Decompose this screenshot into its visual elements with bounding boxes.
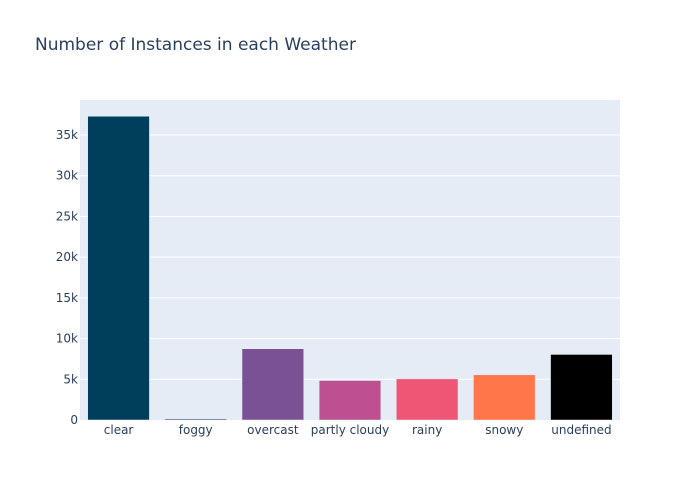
- y-tick-label: 25k: [56, 209, 78, 223]
- x-tick-label: snowy: [485, 423, 523, 437]
- bar-snowy[interactable]: [473, 374, 536, 421]
- y-tick-label: 20k: [56, 250, 78, 264]
- y-tick-label: 0: [70, 413, 78, 427]
- x-tick-label: rainy: [412, 423, 442, 437]
- y-tick-label: 35k: [56, 128, 78, 142]
- x-tick-label: clear: [104, 423, 134, 437]
- y-tick-label: 15k: [56, 291, 78, 305]
- bar-clear[interactable]: [87, 116, 150, 421]
- chart-title: Number of Instances in each Weather: [35, 35, 356, 55]
- x-tick-label: overcast: [247, 423, 299, 437]
- bar-rainy[interactable]: [396, 378, 459, 421]
- bar-partly-cloudy[interactable]: [318, 380, 382, 421]
- plot-area: [80, 100, 620, 420]
- y-tick-label: 30k: [56, 169, 78, 183]
- y-tick-label: 10k: [56, 332, 78, 346]
- y-axis-ticks: 0 5k 10k 15k 20k 25k 30k 35k: [56, 128, 78, 427]
- x-tick-label: partly cloudy: [311, 423, 389, 437]
- bar-foggy[interactable]: [164, 418, 227, 421]
- gridlines: [80, 134, 620, 380]
- x-tick-label: foggy: [179, 423, 213, 437]
- x-tick-label: undefined: [551, 423, 611, 437]
- bar-overcast[interactable]: [241, 348, 304, 421]
- x-axis-ticks: clear foggy overcast partly cloudy rainy snow…: [104, 423, 612, 437]
- bar-undefined[interactable]: [550, 354, 613, 421]
- bars: [87, 116, 613, 421]
- y-tick-label: 5k: [63, 372, 78, 386]
